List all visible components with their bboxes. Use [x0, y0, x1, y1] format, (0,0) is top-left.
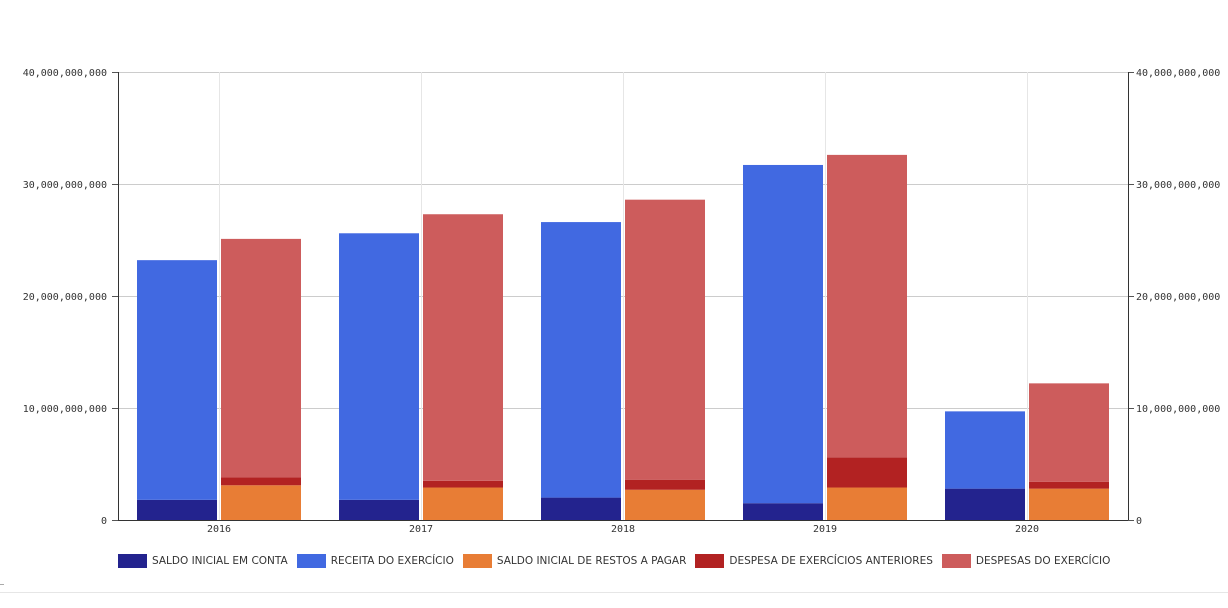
legend-item-saldo-inicial-em-conta[interactable]: SALDO INICIAL EM CONTA [118, 554, 288, 568]
bar-chart: 0 0 10,000,000,000 10,000,000,000 20,000,000… [23, 68, 1221, 535]
bar-saldo_inicial_restos_a_pagar-2020 [1029, 488, 1109, 520]
y-tick-label: 30,000,000,000 [23, 180, 107, 191]
x-tick-label: 2020 [1015, 524, 1039, 535]
y-tick-label: 10,000,000,000 [23, 404, 107, 415]
y-tick-label: 0 [101, 516, 107, 527]
bar-saldo_inicial_restos_a_pagar-2016 [221, 485, 301, 520]
legend-label: SALDO INICIAL EM CONTA [152, 555, 288, 567]
legend-swatch [118, 554, 147, 568]
legend-item-saldo-inicial-restos-a-pagar[interactable]: SALDO INICIAL DE RESTOS A PAGAR [462, 554, 687, 568]
bar-saldo_inicial_restos_a_pagar-2018 [625, 489, 705, 520]
legend-swatch [296, 554, 326, 568]
bar-despesas_do_exercicio-2017 [423, 214, 503, 481]
bar-receita_do_exercicio-2020 [945, 411, 1025, 489]
bar-despesa_exercicios_anteriores-2019 [827, 457, 907, 488]
bar-despesa_exercicios_anteriores-2016 [221, 477, 301, 486]
y2-tick-label: 40,000,000,000 [1136, 68, 1220, 79]
bar-saldo_inicial_em_conta-2019 [743, 503, 823, 520]
x-tick-label: 2018 [611, 524, 635, 535]
bar-saldo_inicial_em_conta-2020 [945, 488, 1025, 520]
bar-despesas_do_exercicio-2019 [827, 154, 907, 458]
bar-saldo_inicial_restos_a_pagar-2019 [827, 487, 907, 520]
bar-despesas_do_exercicio-2016 [221, 238, 301, 478]
bar-despesa_exercicios_anteriores-2017 [423, 480, 503, 488]
x-tick-label: 2017 [409, 524, 433, 535]
legend-swatch [941, 554, 971, 568]
legend-label: DESPESAS DO EXERCÍCIO [975, 555, 1111, 567]
bar-saldo_inicial_restos_a_pagar-2017 [423, 487, 503, 520]
bar-receita_do_exercicio-2018 [541, 222, 621, 498]
corner-mark [0, 584, 4, 585]
legend-item-receita-do-exercicio[interactable]: RECEITA DO EXERCÍCIO [296, 554, 454, 568]
legend-label: DESPESA DE EXERCÍCIOS ANTERIORES [729, 555, 933, 567]
legend-swatch [462, 554, 492, 568]
bar-saldo_inicial_em_conta-2016 [137, 499, 217, 520]
legend-label: SALDO INICIAL DE RESTOS A PAGAR [496, 555, 687, 567]
bar-saldo_inicial_em_conta-2017 [339, 499, 419, 520]
bar-despesas_do_exercicio-2020 [1029, 383, 1109, 482]
legend-item-despesas-do-exercicio[interactable]: DESPESAS DO EXERCÍCIO [941, 554, 1111, 568]
y2-tick-label: 10,000,000,000 [1136, 404, 1220, 415]
chart-legend: SALDO INICIAL EM CONTA RECEITA DO EXERCÍ… [118, 554, 1119, 568]
bar-receita_do_exercicio-2016 [137, 260, 217, 500]
bar-despesa_exercicios_anteriores-2018 [625, 479, 705, 490]
y2-tick-label: 0 [1136, 516, 1142, 527]
bar-saldo_inicial_em_conta-2018 [541, 497, 621, 520]
legend-swatch [695, 554, 725, 568]
bar-receita_do_exercicio-2019 [743, 164, 823, 504]
x-tick-label: 2019 [813, 524, 837, 535]
legend-item-despesa-exercicios-anteriores[interactable]: DESPESA DE EXERCÍCIOS ANTERIORES [695, 554, 933, 568]
x-tick-label: 2016 [207, 524, 231, 535]
legend-label: RECEITA DO EXERCÍCIO [330, 555, 454, 567]
footer-divider [0, 592, 1228, 593]
bar-despesas_do_exercicio-2018 [625, 199, 705, 480]
y-tick-label: 40,000,000,000 [23, 68, 107, 79]
y2-tick-label: 30,000,000,000 [1136, 180, 1220, 191]
y-tick-label: 20,000,000,000 [23, 292, 107, 303]
bar-receita_do_exercicio-2017 [339, 233, 419, 500]
bar-despesa_exercicios_anteriores-2020 [1029, 481, 1109, 489]
y2-tick-label: 20,000,000,000 [1136, 292, 1220, 303]
